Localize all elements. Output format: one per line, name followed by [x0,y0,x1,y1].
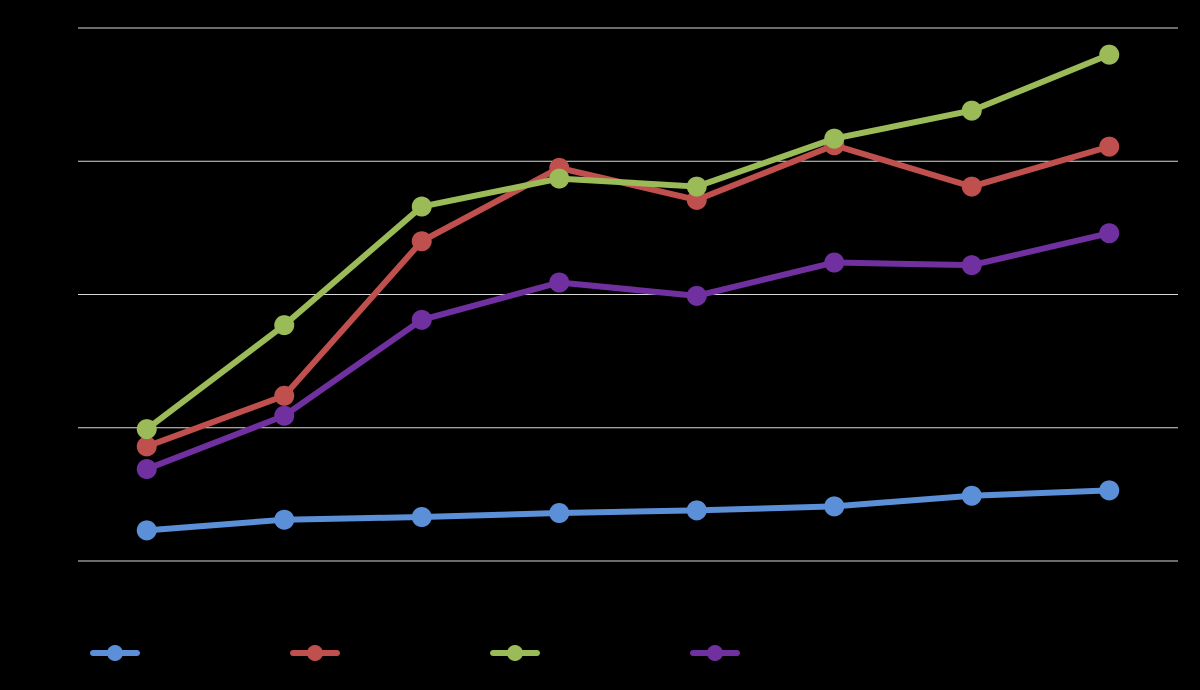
data-point [549,503,570,524]
data-point [824,252,845,273]
data-point [961,255,982,276]
data-point [136,436,157,457]
legend-marker [507,645,523,661]
series-line [145,230,1110,472]
data-point [136,520,157,541]
data-point [686,285,707,306]
data-point [274,385,295,406]
data-point [1099,480,1120,501]
data-point [411,196,432,217]
data-point [686,176,707,197]
data-point [1099,136,1120,157]
series-line [144,51,1111,432]
data-point [549,168,570,189]
data-point [961,176,982,197]
data-point [274,509,295,530]
data-point [411,309,432,330]
data-point [411,507,432,528]
data-point [274,315,295,336]
data-point [1099,223,1120,244]
legend-marker [107,645,123,661]
data-point [824,128,845,149]
data-point [136,459,157,480]
data-point [824,496,845,517]
series-line [146,487,1110,534]
legend-marker [707,645,723,661]
data-point [961,100,982,121]
data-point [411,231,432,252]
data-point [686,500,707,521]
data-point [549,272,570,293]
data-point [961,485,982,506]
data-point [1099,44,1120,65]
legend-marker [307,645,323,661]
data-point [136,419,157,440]
data-point [274,405,295,426]
